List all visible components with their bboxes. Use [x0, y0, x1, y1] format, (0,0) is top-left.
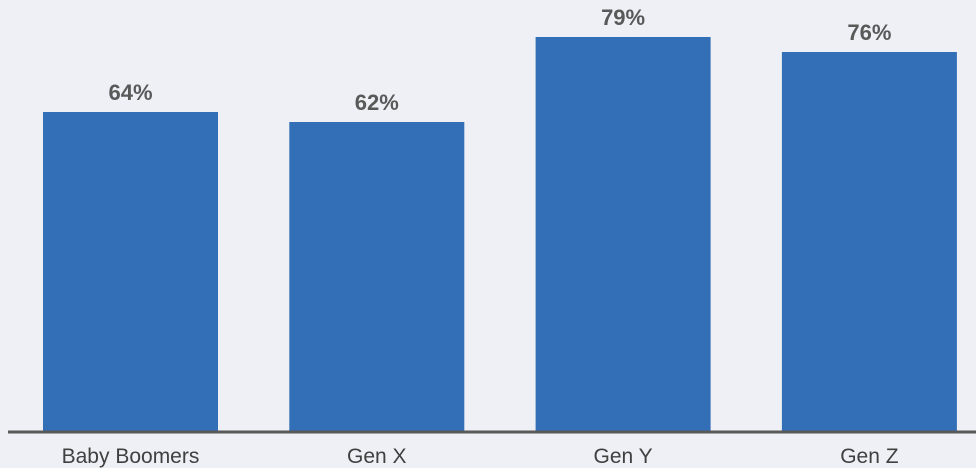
category-label: Baby Boomers — [62, 445, 200, 468]
bar-gen-y — [535, 37, 711, 432]
value-label: 62% — [355, 90, 399, 115]
bar-baby-boomers — [43, 112, 218, 432]
category-label: Gen X — [347, 445, 407, 468]
category-label: Gen Y — [594, 445, 653, 468]
bar-gen-x — [289, 122, 465, 432]
value-label: 79% — [601, 5, 645, 30]
category-label: Gen Z — [840, 445, 899, 468]
category-labels-layer: Baby Boomers Gen X Gen Y Gen Z — [62, 445, 899, 468]
bar-gen-z — [781, 52, 957, 432]
value-label: 64% — [108, 80, 152, 105]
bars-layer — [43, 37, 957, 432]
value-label: 76% — [847, 20, 891, 45]
value-labels-layer: 64% 62% 79% 76% — [108, 5, 891, 115]
